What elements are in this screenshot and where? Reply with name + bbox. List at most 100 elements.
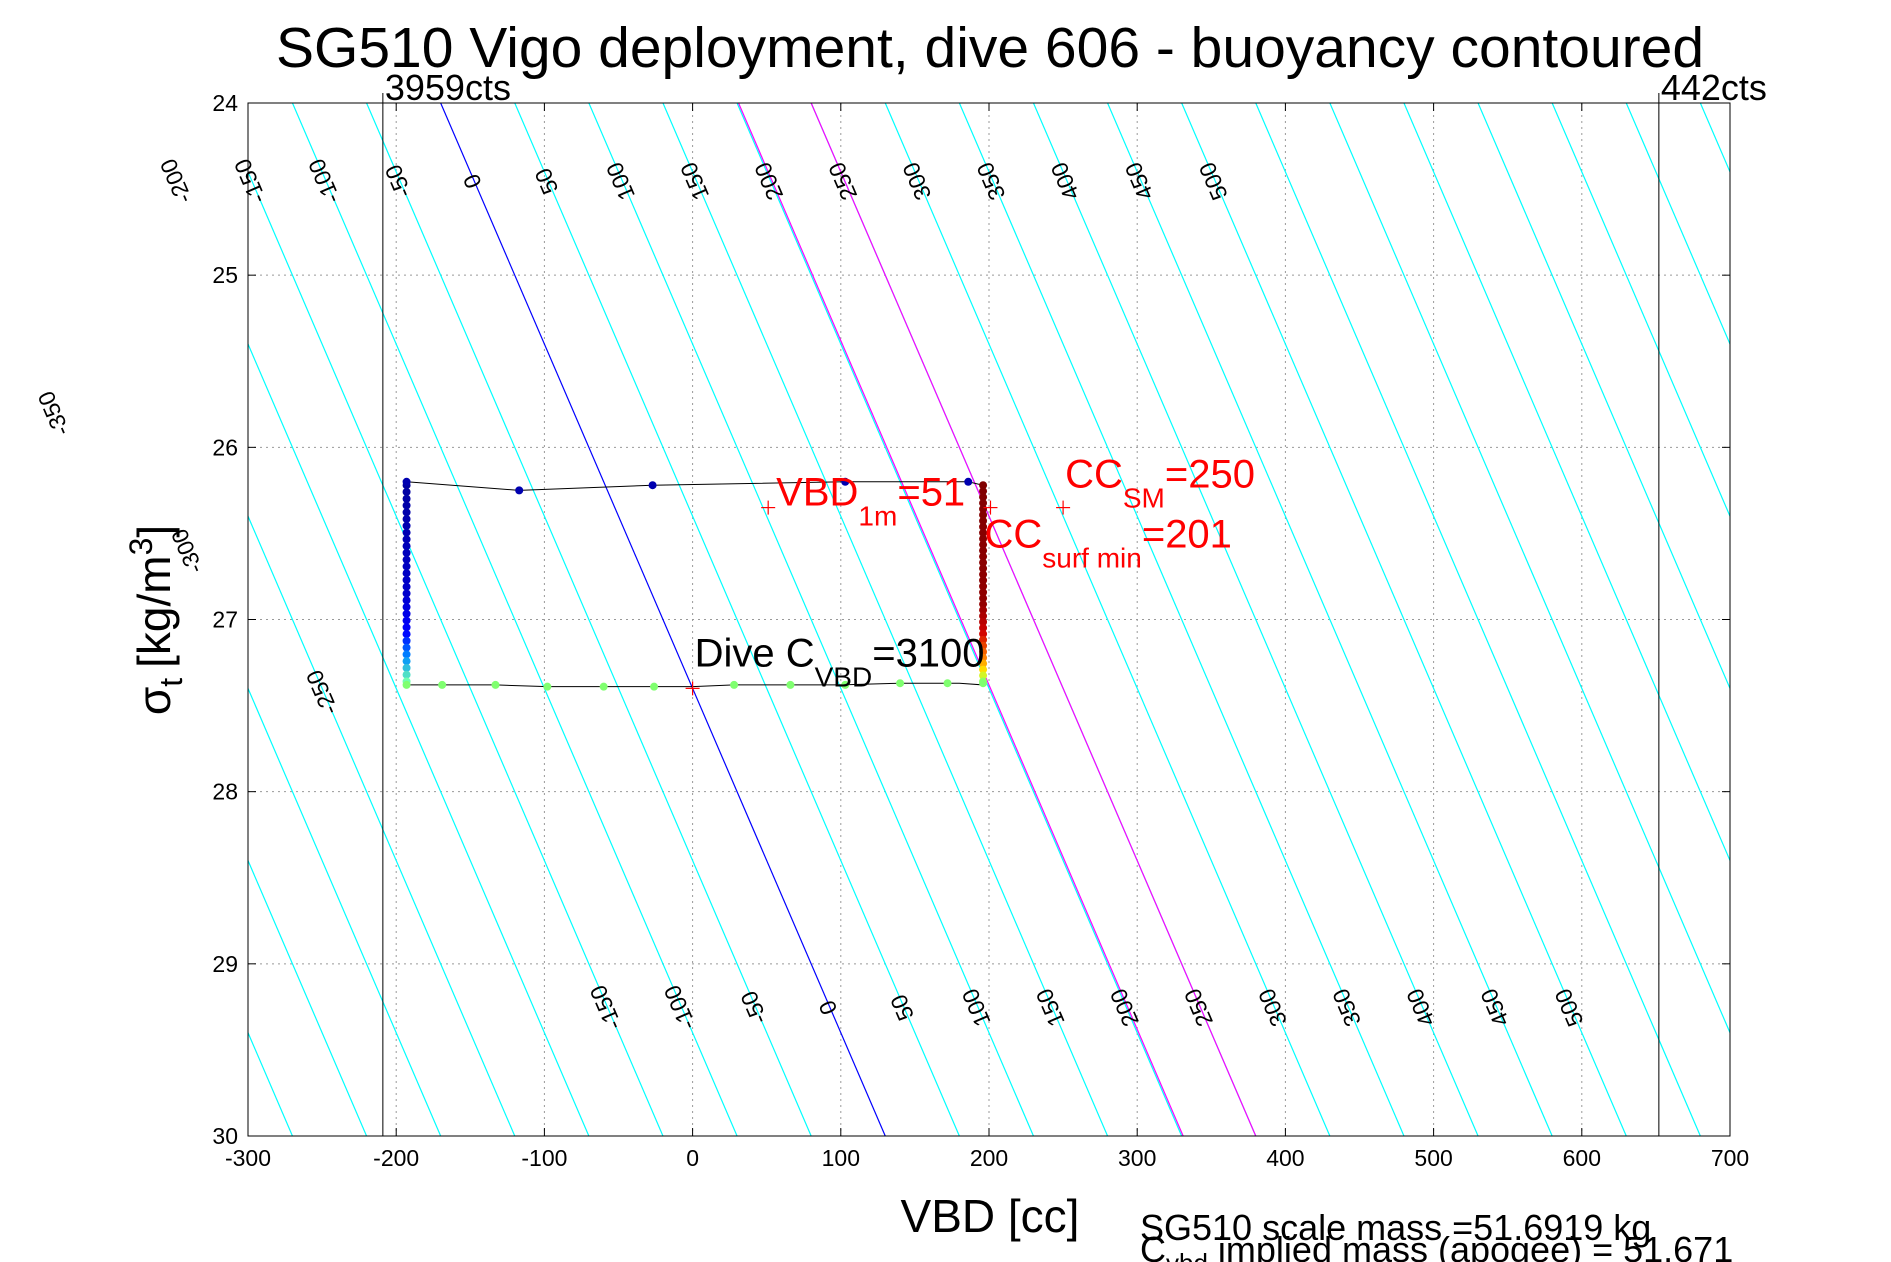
- contour-label: 50: [529, 164, 563, 198]
- contour-line: [1255, 103, 1701, 1136]
- point-right-column: [979, 540, 988, 549]
- point-top: [648, 481, 657, 490]
- marker-label-vbd1m: VBD1m=51: [776, 471, 965, 532]
- point-right-column: [979, 534, 988, 543]
- contour-label: 400: [1401, 985, 1440, 1031]
- y-tick-label: 27: [212, 607, 238, 633]
- point-left-column: [402, 623, 411, 632]
- contour-label: 450: [1475, 985, 1514, 1031]
- y-axis-label-main: σ: [128, 687, 180, 715]
- dive-points: [402, 477, 988, 691]
- contour-label: 350: [971, 158, 1010, 204]
- x-tick-label: 700: [1711, 1145, 1749, 1171]
- contour-line: [588, 103, 1035, 1136]
- point-bottom: [599, 682, 608, 691]
- marker-label-ccsm-tail: =250: [1165, 453, 1255, 497]
- x-tick-label: 400: [1266, 1145, 1304, 1171]
- point-right-column: [979, 510, 988, 519]
- contour-line: [440, 103, 886, 1136]
- y-axis-label-close: ]: [128, 525, 180, 538]
- contour-line: [1625, 103, 1730, 346]
- point-bottom: [491, 680, 500, 689]
- point-right-column: [979, 635, 988, 644]
- point-left-column: [402, 636, 411, 645]
- point-right-column: [979, 665, 988, 674]
- contour-line: [248, 859, 368, 1136]
- y-tick-label: 25: [212, 262, 238, 288]
- contour-label: 200: [749, 158, 788, 204]
- marker-label-ccsurfmin-tail: =201: [1142, 513, 1232, 557]
- point-right-column: [979, 570, 988, 579]
- vbd-limit-lines: 3959cts 442cts: [382, 67, 1767, 1136]
- point-left-column: [402, 596, 411, 605]
- point-left-column: [402, 548, 411, 557]
- contour-line: [291, 103, 738, 1136]
- point-right-column: [979, 641, 988, 650]
- cc-contour-line: [737, 103, 1184, 1136]
- x-tick-label: -300: [225, 1145, 271, 1171]
- point-left-column: [402, 555, 411, 564]
- footer-scale-mass: SG510 scale mass =51.6919 kg: [1140, 1207, 1651, 1248]
- point-left-column: [402, 515, 411, 524]
- grid: [248, 103, 1730, 1136]
- chart-title: SG510 Vigo deployment, dive 606 - buoyan…: [276, 16, 1704, 80]
- point-right-column: [979, 671, 988, 680]
- contour-labels: -400-350-300-250-200-150-100-50050100150…: [33, 155, 1589, 1034]
- contour-line: [1181, 103, 1627, 1136]
- point-bottom: [786, 680, 795, 689]
- y-axis-label-sub: t: [153, 678, 189, 687]
- contour-line: [1107, 103, 1553, 1136]
- point-left-column: [402, 542, 411, 551]
- point-right-column: [979, 487, 988, 496]
- point-left-column: [402, 575, 411, 584]
- point-right-column: [979, 552, 988, 561]
- point-right-column: [979, 653, 988, 662]
- point-right-column: [979, 558, 988, 567]
- x-axis-ticks: -300 -200 -100 0 100 200 300 400 500 600 700: [225, 103, 1749, 1171]
- point-left-column: [402, 494, 411, 503]
- point-right-column: [979, 629, 988, 638]
- contour-label: -250: [301, 666, 343, 719]
- marker-label-vbd1m-main: VBD: [776, 471, 858, 515]
- point-left-column: [402, 663, 411, 672]
- contour-line: [884, 103, 1331, 1136]
- dive-cvbd-label: Dive CVBD=3100: [695, 631, 985, 692]
- contour-line: [1551, 103, 1730, 518]
- contour-line: [514, 103, 960, 1136]
- contour-label: -150: [229, 155, 271, 208]
- point-right-column: [979, 659, 988, 668]
- contour-label: -50: [380, 161, 417, 202]
- point-bottom: [402, 680, 411, 689]
- contour-label: 150: [1031, 985, 1070, 1031]
- point-left-column: [402, 616, 411, 625]
- y-axis-label-unit: [kg/m: [128, 555, 180, 667]
- y-tick-label: 28: [212, 779, 238, 805]
- contour-line: [1774, 103, 1891, 1136]
- point-left-column: [402, 650, 411, 659]
- contour-label: 100: [957, 985, 996, 1031]
- contour-label: 300: [897, 158, 936, 204]
- point-right-column: [979, 522, 988, 531]
- contour-line: [1403, 103, 1730, 863]
- dive-cvbd-label-tail: =3100: [872, 631, 984, 675]
- point-bottom: [979, 679, 988, 688]
- point-bottom: [841, 680, 850, 689]
- contour-line: [248, 686, 442, 1136]
- contour-label: 350: [1327, 985, 1366, 1031]
- contour-label: -50: [735, 987, 772, 1028]
- contour-label: 400: [1046, 158, 1085, 204]
- contour-label: -100: [303, 155, 345, 208]
- x-tick-label: 600: [1563, 1145, 1601, 1171]
- marker-label-ccsm: CCSM=250: [1065, 453, 1255, 514]
- point-bottom: [943, 679, 952, 688]
- y-axis-label-sup: 3: [123, 538, 159, 556]
- buoyancy-contours: [248, 103, 1891, 1136]
- point-right-column: [979, 564, 988, 573]
- point-bottom: [543, 682, 552, 691]
- marker-label-vbd1m-sub: 1m: [858, 501, 897, 532]
- point-right-column: [979, 588, 988, 597]
- y-tick-label: 30: [212, 1123, 238, 1149]
- contour-label: 450: [1120, 158, 1159, 204]
- marker-label-ccsurfmin: CCsurf min=201: [984, 513, 1231, 574]
